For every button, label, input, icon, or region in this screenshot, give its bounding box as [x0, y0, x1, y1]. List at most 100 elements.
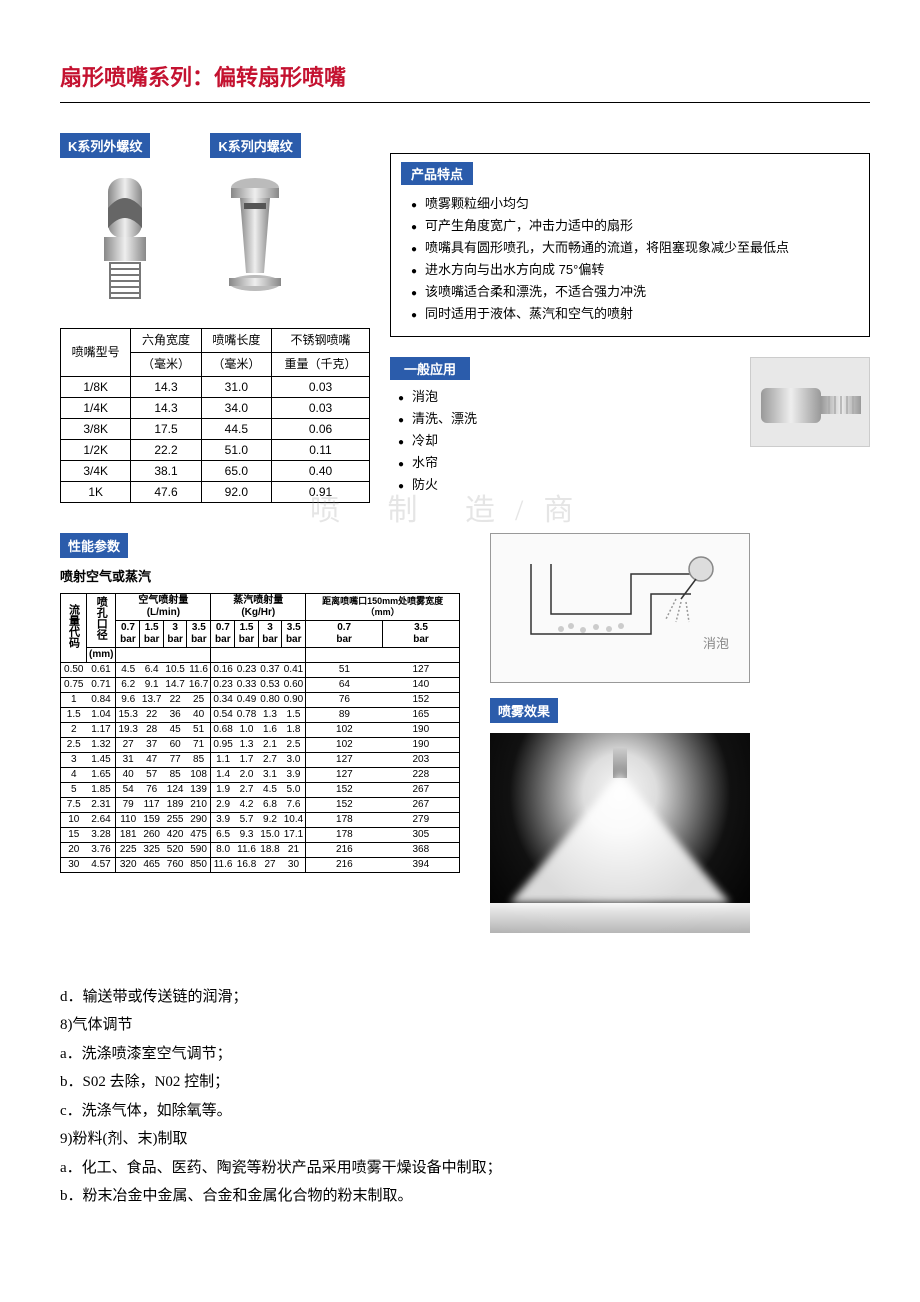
row-top: K系列外螺纹 K系列内螺纹 [60, 133, 870, 503]
th-pressure: 0.7bar [211, 620, 235, 647]
size-cell: 0.11 [271, 439, 369, 460]
perf-cell: 3.1 [258, 767, 281, 782]
app-item: 清洗、漂洗 [398, 408, 730, 430]
th-pressure: 0.7bar [116, 620, 140, 647]
bottom-line: a．化工、食品、医药、陶瓷等粉状产品采用喷雾干燥设备中制取； [60, 1154, 870, 1183]
perf-cell: 7.6 [282, 797, 306, 812]
perf-cell: 159 [140, 812, 163, 827]
size-cell: 34.0 [201, 397, 271, 418]
perf-cell: 76 [306, 692, 383, 707]
size-cell: 47.6 [131, 481, 201, 502]
perf-cell: 8.0 [211, 842, 235, 857]
size-cell: 51.0 [201, 439, 271, 460]
th-flowcode: 流量代码 [67, 604, 79, 648]
spray-effect-image [490, 733, 750, 933]
bottom-line: 9)粉料(剂、末)制取 [60, 1125, 870, 1154]
row-perf: 性能参数 喷射空气或蒸汽 流量代码 喷孔口径 空气喷射量(L/min) 蒸汽喷射… [60, 533, 870, 933]
perf-cell: 1.32 [87, 737, 116, 752]
size-cell: 65.0 [201, 460, 271, 481]
bottom-line: c．洗涤气体，如除氧等。 [60, 1097, 870, 1126]
perf-cell: 178 [306, 827, 383, 842]
nozzle-images [60, 168, 370, 308]
size-cell: 3/8K [61, 418, 131, 439]
perf-cell: 1 [61, 692, 87, 707]
perf-cell: 1.5 [282, 707, 306, 722]
perf-cell: 15 [61, 827, 87, 842]
size-table: 喷嘴型号 六角宽度 喷嘴长度 不锈钢喷嘴 （毫米） （毫米） 重量（千克） 1/… [60, 328, 370, 503]
perf-cell: 19.3 [116, 722, 140, 737]
perf-cell: 0.68 [211, 722, 235, 737]
th-len-unit: （毫米） [201, 352, 271, 376]
th-dist: 距离喷嘴口150mm处喷雾宽度（mm） [306, 593, 460, 620]
perf-cell: 0.41 [282, 662, 306, 677]
perf-cell: 51 [187, 722, 211, 737]
series-labels: K系列外螺纹 K系列内螺纹 [60, 133, 370, 158]
perf-cell: 140 [383, 677, 460, 692]
th-pressure: 1.5bar [140, 620, 163, 647]
size-cell: 22.2 [131, 439, 201, 460]
perf-cell: 152 [306, 782, 383, 797]
perf-cell: 189 [163, 797, 186, 812]
perf-cell: 1.6 [258, 722, 281, 737]
diagram-label: 消泡 [703, 633, 729, 652]
size-cell: 0.03 [271, 397, 369, 418]
perf-cell: 850 [187, 857, 211, 872]
th-dia-unit: (mm) [87, 647, 116, 662]
perf-cell: 279 [383, 812, 460, 827]
perf-cell: 76 [140, 782, 163, 797]
perf-cell: 0.53 [258, 677, 281, 692]
perf-cell: 6.8 [258, 797, 281, 812]
perf-cell: 1.4 [211, 767, 235, 782]
perf-cell: 30 [61, 857, 87, 872]
perf-cell: 79 [116, 797, 140, 812]
features-title: 产品特点 [401, 162, 473, 185]
perf-cell: 0.37 [258, 662, 281, 677]
perf-cell: 2.0 [235, 767, 258, 782]
th-weight-unit: 重量（千克） [271, 352, 369, 376]
perf-cell: 9.3 [235, 827, 258, 842]
perf-cell: 203 [383, 752, 460, 767]
perf-cell: 0.78 [235, 707, 258, 722]
perf-cell: 260 [140, 827, 163, 842]
perf-cell: 165 [383, 707, 460, 722]
perf-cell: 6.4 [140, 662, 163, 677]
perf-cell: 30 [282, 857, 306, 872]
size-cell: 1/2K [61, 439, 131, 460]
perf-cell: 18.8 [258, 842, 281, 857]
perf-cell: 0.34 [211, 692, 235, 707]
size-cell: 38.1 [131, 460, 201, 481]
perf-label: 性能参数 [60, 533, 128, 558]
perf-cell: 2.7 [258, 752, 281, 767]
perf-cell: 1.9 [211, 782, 235, 797]
perf-cell: 110 [116, 812, 140, 827]
perf-cell: 1.04 [87, 707, 116, 722]
perf-cell: 4 [61, 767, 87, 782]
perf-cell: 85 [187, 752, 211, 767]
perf-cell: 102 [306, 722, 383, 737]
perf-cell: 394 [383, 857, 460, 872]
perf-cell: 225 [116, 842, 140, 857]
left-column: K系列外螺纹 K系列内螺纹 [60, 133, 370, 503]
perf-cell: 139 [187, 782, 211, 797]
performance-table: 流量代码 喷孔口径 空气喷射量(L/min) 蒸汽喷射量(Kg/Hr) 距离喷嘴… [60, 593, 460, 873]
perf-cell: 255 [163, 812, 186, 827]
perf-cell: 9.2 [258, 812, 281, 827]
perf-cell: 190 [383, 737, 460, 752]
feature-item: 进水方向与出水方向成 75°偏转 [411, 259, 859, 281]
app-item: 水帘 [398, 452, 730, 474]
perf-subtitle: 喷射空气或蒸汽 [60, 566, 460, 585]
bottom-line: d．输送带或传送链的润滑； [60, 983, 870, 1012]
perf-cell: 57 [140, 767, 163, 782]
perf-cell: 305 [383, 827, 460, 842]
feature-item: 喷嘴具有圆形喷孔，大而畅通的流道，将阻塞现象减少至最低点 [411, 237, 859, 259]
perf-cell: 0.50 [61, 662, 87, 677]
perf-cell: 2.5 [282, 737, 306, 752]
size-cell: 0.40 [271, 460, 369, 481]
perf-cell: 10 [61, 812, 87, 827]
perf-cell: 22 [163, 692, 186, 707]
perf-cell: 45 [163, 722, 186, 737]
app-item: 消泡 [398, 386, 730, 408]
application-image [750, 357, 870, 447]
perf-cell: 5.0 [282, 782, 306, 797]
perf-cell: 1.7 [235, 752, 258, 767]
